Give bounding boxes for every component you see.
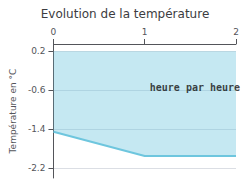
svg-text:-0.6: -0.6: [28, 85, 46, 95]
svg-text:-1.4: -1.4: [28, 124, 46, 134]
svg-text:Température en °C: Température en °C: [8, 69, 18, 155]
svg-text:heure par heure: heure par heure: [150, 82, 240, 93]
svg-text:1: 1: [142, 27, 148, 37]
svg-text:0: 0: [51, 27, 57, 37]
svg-text:0.2: 0.2: [31, 46, 45, 56]
svg-text:2: 2: [233, 27, 239, 37]
svg-text:-2.2: -2.2: [28, 163, 46, 173]
svg-text:Evolution de la température: Evolution de la température: [41, 7, 210, 21]
